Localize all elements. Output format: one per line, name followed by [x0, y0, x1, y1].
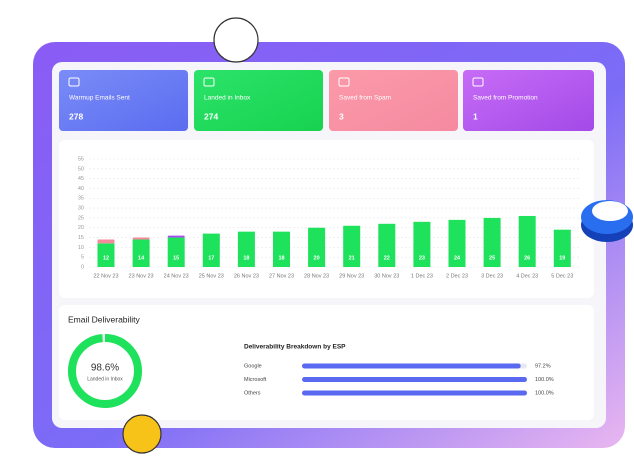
y-tick-label: 5: [81, 255, 84, 261]
y-tick-label: 35: [78, 196, 84, 202]
x-tick-label: 3 Dec 23: [481, 273, 503, 279]
esp-name: Google: [244, 363, 262, 369]
bar-segment: [308, 227, 326, 267]
donut-caption: Landed in Inbox: [87, 376, 123, 382]
card-value: 1: [473, 111, 478, 121]
y-tick-label: 15: [78, 235, 84, 241]
esp-bar: [302, 377, 527, 382]
esp-value: 100.0%: [535, 377, 554, 383]
bar-segment: [132, 237, 150, 240]
decor-disc: [592, 201, 628, 221]
x-tick-label: 30 Nov 23: [374, 273, 399, 279]
y-tick-label: 40: [78, 186, 84, 192]
card-title: Warmup Emails Sent: [69, 95, 130, 102]
bar-label: 14: [138, 255, 145, 261]
esp-name: Others: [244, 390, 261, 396]
esp-value: 100.0%: [535, 390, 554, 396]
card-title: Saved from Promotion: [473, 95, 538, 102]
bar-segment: [237, 231, 255, 267]
y-tick-label: 25: [78, 215, 84, 221]
x-tick-label: 5 Dec 23: [551, 273, 573, 279]
y-tick-label: 10: [78, 245, 84, 251]
card-value: 3: [339, 111, 344, 121]
section-title: Email Deliverability: [68, 314, 141, 324]
bar-segment: [483, 217, 501, 267]
y-tick-label: 0: [81, 264, 84, 270]
deliverability: Email Deliverability 98.6% Landed in Inb…: [68, 314, 554, 408]
donut-arc: [68, 334, 142, 408]
bar-label: 24: [454, 255, 461, 261]
x-tick-label: 4 Dec 23: [516, 273, 538, 279]
bar-label: 22: [384, 255, 390, 261]
bar-label: 12: [103, 255, 109, 261]
card-title: Landed in Inbox: [204, 95, 251, 102]
decor-circle: [122, 414, 162, 454]
y-tick-label: 30: [78, 206, 84, 212]
bar-segment: [273, 231, 290, 267]
bar-segment: [132, 239, 150, 267]
bar-label: 19: [559, 255, 565, 261]
card-icon: [203, 77, 215, 87]
bar-segment: [448, 219, 466, 267]
x-tick-label: 27 Nov 23: [269, 273, 294, 279]
donut-value: 98.6%: [91, 363, 119, 374]
esp-bar: [302, 390, 527, 396]
esp-bar: [302, 363, 521, 369]
bar-segment: [167, 235, 185, 238]
stat-card: [59, 70, 188, 131]
card-icon: [472, 77, 484, 87]
esp-value: 97.2%: [535, 363, 551, 369]
bar-segment: [202, 233, 220, 267]
x-tick-label: 2 Dec 23: [446, 273, 468, 279]
bar-label: 20: [314, 255, 320, 261]
y-tick-label: 50: [78, 166, 84, 172]
bar-segment: [97, 239, 115, 244]
stat-card: [194, 70, 323, 131]
bar-label: 17: [208, 255, 214, 261]
bar-label: 18: [278, 255, 284, 261]
card-title: Saved from Spam: [339, 95, 391, 102]
x-tick-label: 23 Nov 23: [129, 273, 154, 279]
x-tick-label: 28 Nov 23: [304, 273, 329, 279]
stat-card: [329, 70, 458, 131]
chart: 0 5 10 15 20 25 30 35 40 45 50 55 12 22 Nov 23 14 23 No…: [78, 156, 580, 279]
bar-segment: [413, 221, 431, 267]
esp-name: Microsoft: [244, 377, 267, 383]
bar-label: 25: [489, 255, 495, 261]
x-tick-label: 24 Nov 23: [164, 273, 189, 279]
x-tick-label: 22 Nov 23: [93, 273, 118, 279]
breakdown-title: Deliverability Breakdown by ESP: [244, 344, 346, 351]
bar-segment: [343, 225, 361, 267]
bar-segment: [378, 223, 396, 267]
bar-label: 26: [524, 255, 530, 261]
x-tick-label: 29 Nov 23: [339, 273, 364, 279]
bar-segment: [553, 229, 571, 267]
bar-label: 23: [419, 255, 425, 261]
decor-circle: [213, 17, 259, 63]
card-value: 278: [69, 111, 83, 121]
card-icon: [338, 77, 350, 87]
bar-label: 18: [243, 255, 249, 261]
bar-label: 15: [173, 255, 179, 261]
y-tick-label: 45: [78, 176, 84, 182]
cards: Warmup Emails Sent 278 Landed in Inbox 274 S…: [59, 70, 594, 131]
card-icon: [68, 77, 80, 87]
bar-label: 21: [349, 255, 355, 261]
x-tick-label: 26 Nov 23: [234, 273, 259, 279]
bar-segment: [518, 215, 536, 267]
stat-card: [463, 70, 594, 131]
bar-segment: [97, 243, 115, 267]
x-tick-label: 1 Dec 23: [411, 273, 433, 279]
x-tick-label: 25 Nov 23: [199, 273, 224, 279]
y-tick-label: 20: [78, 225, 84, 231]
bar-segment: [167, 237, 185, 267]
y-tick-label: 55: [78, 156, 84, 162]
card-value: 274: [204, 111, 218, 121]
